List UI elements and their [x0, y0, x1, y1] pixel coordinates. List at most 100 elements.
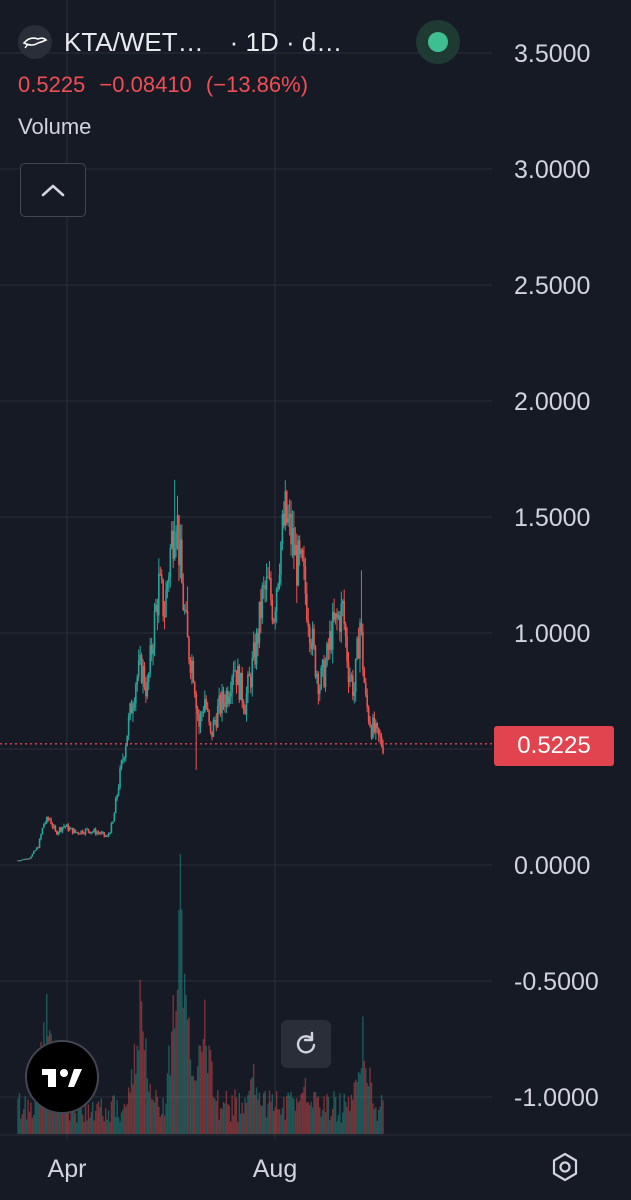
price-change-percent: (−13.86%) [205, 72, 309, 97]
market-status[interactable] [416, 20, 460, 64]
volume-bar [336, 1121, 338, 1134]
candle-body [227, 691, 229, 704]
price-axis[interactable]: 3.50003.00002.50002.00001.50001.00000.50… [514, 40, 599, 1112]
volume-bar [329, 1120, 331, 1134]
candle-body [260, 601, 262, 619]
candle-body [362, 631, 364, 670]
volume-bar [80, 1090, 82, 1134]
candle-body [73, 829, 75, 834]
candle-body [294, 545, 297, 556]
volume-bar [96, 1103, 98, 1134]
volume-bar [58, 1104, 61, 1134]
candle-body [137, 660, 140, 677]
reset-chart-button[interactable] [281, 1020, 331, 1068]
candle-body [382, 745, 384, 754]
candle-body [106, 835, 108, 837]
candle-body [133, 703, 136, 709]
candle-body [212, 720, 215, 737]
candle-body [377, 727, 380, 736]
volume-bar [263, 1093, 265, 1134]
symbol-title[interactable]: KTA/WET… [64, 26, 204, 57]
candle-body [127, 716, 130, 736]
candle-body [96, 832, 98, 835]
y-tick-label: 2.5000 [514, 272, 590, 300]
volume-bar [140, 1001, 143, 1134]
volume-bar [357, 1072, 360, 1134]
candle-body [74, 829, 77, 833]
volume-legend[interactable]: Volume [18, 114, 92, 139]
volume-bar [102, 1115, 104, 1134]
volume-bar [307, 1102, 309, 1134]
candle-body [199, 714, 202, 727]
candle-body [159, 573, 162, 575]
volume-bar [142, 1031, 144, 1134]
volume-bar [27, 1099, 29, 1134]
volume-bar [382, 1100, 384, 1134]
candle-body [321, 659, 324, 668]
volume-bar [274, 1107, 276, 1134]
candle-body [274, 611, 277, 622]
volume-bar [369, 1067, 371, 1134]
candle-body [84, 829, 87, 834]
candle-body [86, 828, 88, 830]
volume-bar [35, 1091, 38, 1134]
volume-bar [294, 1110, 297, 1134]
volume-bar [86, 1120, 88, 1134]
volume-bar [349, 1110, 351, 1134]
y-tick-label: -1.0000 [514, 1084, 599, 1112]
volume-bar [320, 1116, 322, 1134]
volume-bar [83, 1121, 85, 1134]
candle-body [147, 673, 150, 682]
candle-body [192, 660, 195, 683]
volume-bar [120, 1112, 123, 1134]
volume-bar [343, 1093, 345, 1134]
volume-bar [321, 1109, 324, 1134]
candle-body [17, 860, 19, 862]
volume-bar [60, 1114, 62, 1134]
volume-bar [214, 1098, 216, 1134]
candle-body [101, 832, 104, 834]
candle-body [218, 695, 220, 706]
volume-bar [28, 1111, 31, 1134]
volume-bar [377, 1109, 380, 1134]
volume-bar [63, 1096, 65, 1134]
candle-body [168, 576, 170, 583]
volume-bar [362, 1016, 364, 1134]
candle-body [54, 826, 57, 832]
volume-bar [188, 1017, 190, 1134]
volume-bar [323, 1096, 325, 1134]
candle-body [350, 675, 353, 677]
collapse-legend-button[interactable] [20, 163, 86, 217]
volume-bar [163, 1115, 166, 1134]
volume-bar [267, 1103, 269, 1134]
volume-bar [76, 1122, 78, 1134]
price-change: −0.08410 [99, 72, 192, 97]
candle-body [372, 717, 374, 738]
candle-body [130, 703, 133, 714]
candle-body [320, 667, 323, 689]
candle-body [349, 676, 351, 683]
candle-body [248, 674, 251, 677]
volume-bar [273, 1110, 275, 1134]
candle-body [201, 712, 203, 715]
candle-body [270, 578, 272, 600]
volume-bar [342, 1112, 344, 1134]
candle-body [303, 559, 305, 567]
candle-body [77, 832, 80, 834]
volume-bar [73, 1103, 75, 1134]
tradingview-logo-icon[interactable] [25, 1040, 99, 1114]
volume-bar [25, 1119, 28, 1134]
candle-body [122, 759, 124, 761]
volume-bar [130, 1069, 133, 1134]
volume-bar [209, 1050, 212, 1134]
candle-body [81, 830, 84, 834]
volume-bar [132, 1084, 134, 1134]
time-axis[interactable]: Apr Aug [48, 1155, 298, 1183]
candle-body [334, 613, 337, 620]
candle-body [219, 695, 222, 714]
volume-bar [367, 1086, 370, 1134]
interval-source[interactable]: · 1D · d… [229, 26, 343, 57]
volume-bar [189, 1059, 192, 1134]
settings-gear-icon[interactable] [548, 1150, 582, 1184]
